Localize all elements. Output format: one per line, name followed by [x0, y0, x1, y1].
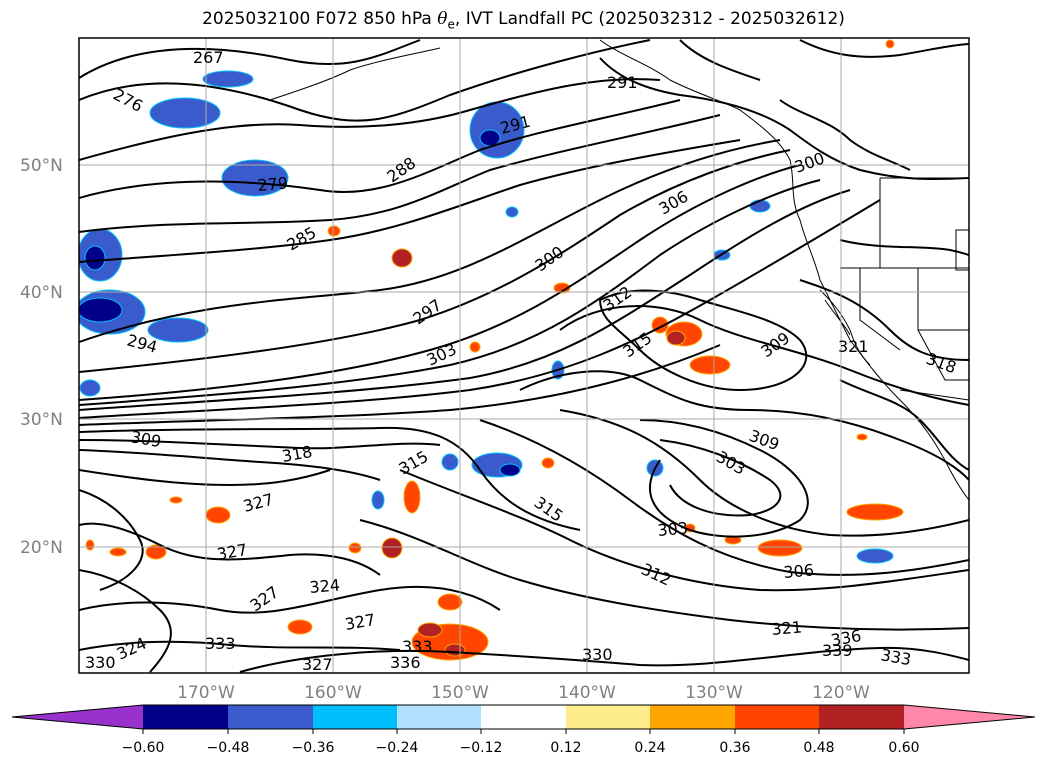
longitude-labels: 170°W 160°W 150°W 140°W 130°W 120°W	[177, 683, 870, 703]
lat-label-30n: 30°N	[20, 410, 63, 430]
colorbar-tick-label: 0.12	[550, 740, 581, 756]
colorbar-tick-label: −0.12	[460, 740, 503, 756]
contour-label: 333	[205, 634, 236, 653]
contour-label: 318	[924, 349, 959, 377]
colorbar-segment	[481, 705, 566, 729]
contour-label: 303	[713, 447, 749, 479]
colorbar-tick-label: 0.24	[634, 740, 665, 756]
colorbar: −0.60 −0.48 −0.36 −0.24 −0.12 0.12 0.24 …	[11, 704, 1036, 756]
contour-label: 327	[343, 610, 376, 634]
colorbar-tick-label: 0.48	[803, 740, 834, 756]
contour-label: 324	[309, 575, 341, 597]
gridlines	[79, 38, 969, 673]
contour-label: 279	[257, 173, 289, 195]
contour-label: 324	[114, 633, 150, 663]
colorbar-segment	[566, 705, 650, 729]
lat-label-50n: 50°N	[20, 156, 63, 176]
colorbar-segment	[228, 705, 313, 729]
contour-label: 285	[284, 223, 320, 255]
latitude-labels: 50°N 40°N 30°N 20°N	[20, 156, 63, 558]
contour-label: 315	[396, 447, 432, 479]
contour-label: 267	[193, 48, 224, 67]
colorbar-segment	[819, 705, 904, 729]
colorbar-extend-high	[904, 705, 1035, 729]
contour-label: 306	[783, 560, 815, 582]
contour-label: 318	[280, 442, 313, 466]
contour-label: 321	[771, 617, 803, 639]
contour-label: 327	[302, 655, 333, 674]
contour-label: 321	[838, 337, 869, 356]
contour-label: 327	[215, 540, 248, 564]
lon-label-160w: 160°W	[304, 683, 362, 703]
lon-label-170w: 170°W	[177, 683, 235, 703]
map-frame	[78, 37, 970, 674]
contour-label: 300	[531, 242, 567, 275]
colorbar-tick-label: 0.60	[888, 740, 919, 756]
map-area: 267 276 279 285 288 291 291 294 297 300 …	[79, 38, 969, 674]
colorbar-tick-label: −0.24	[376, 740, 419, 756]
contour-label: 312	[638, 559, 674, 589]
lon-label-130w: 130°W	[685, 683, 743, 703]
lat-label-20n: 20°N	[20, 538, 63, 558]
contour-label: 288	[383, 153, 419, 186]
colorbar-segment	[143, 705, 228, 729]
lon-label-140w: 140°W	[558, 683, 616, 703]
colorbar-tick-labels: −0.60 −0.48 −0.36 −0.24 −0.12 0.12 0.24 …	[122, 740, 920, 756]
coastlines	[269, 39, 969, 501]
contour-label: 309	[129, 427, 162, 451]
colorbar-tick-label: 0.36	[719, 740, 750, 756]
lon-label-150w: 150°W	[431, 683, 489, 703]
contour-label: 306	[656, 187, 692, 219]
contour-label: 315	[531, 493, 567, 526]
contour-label: 309	[757, 328, 793, 361]
contour-label: 291	[607, 73, 638, 92]
lon-label-120w: 120°W	[812, 683, 870, 703]
contour-label: 333	[402, 637, 433, 656]
contour-label: 303	[657, 518, 689, 540]
colorbar-tick-label: −0.60	[122, 740, 165, 756]
ivt-negative-shading	[79, 70, 894, 564]
contour-label: 309	[747, 426, 782, 454]
map-title: 2025032100 F072 850 hPa θe, IVT Landfall…	[202, 9, 845, 32]
contour-label: 339	[822, 641, 853, 660]
colorbar-tick-label: −0.36	[292, 740, 335, 756]
contour-label: 333	[879, 645, 912, 669]
contour-label: 327	[241, 490, 275, 516]
colorbar-segment	[313, 705, 397, 729]
contour-label: 297	[409, 295, 445, 328]
lat-label-40n: 40°N	[20, 283, 63, 303]
contour-label: 330	[582, 645, 613, 664]
colorbar-segment	[650, 705, 735, 729]
ivt-positive-shading	[85, 39, 904, 661]
colorbar-segment	[397, 705, 481, 729]
contour-label: 300	[792, 148, 827, 176]
colorbar-extend-low	[12, 705, 143, 729]
contour-label: 276	[110, 85, 146, 116]
colorbar-tick-label: −0.48	[207, 740, 250, 756]
colorbar-segment	[735, 705, 819, 729]
contour-label: 330	[85, 653, 116, 672]
contour-label: 336	[390, 653, 421, 672]
